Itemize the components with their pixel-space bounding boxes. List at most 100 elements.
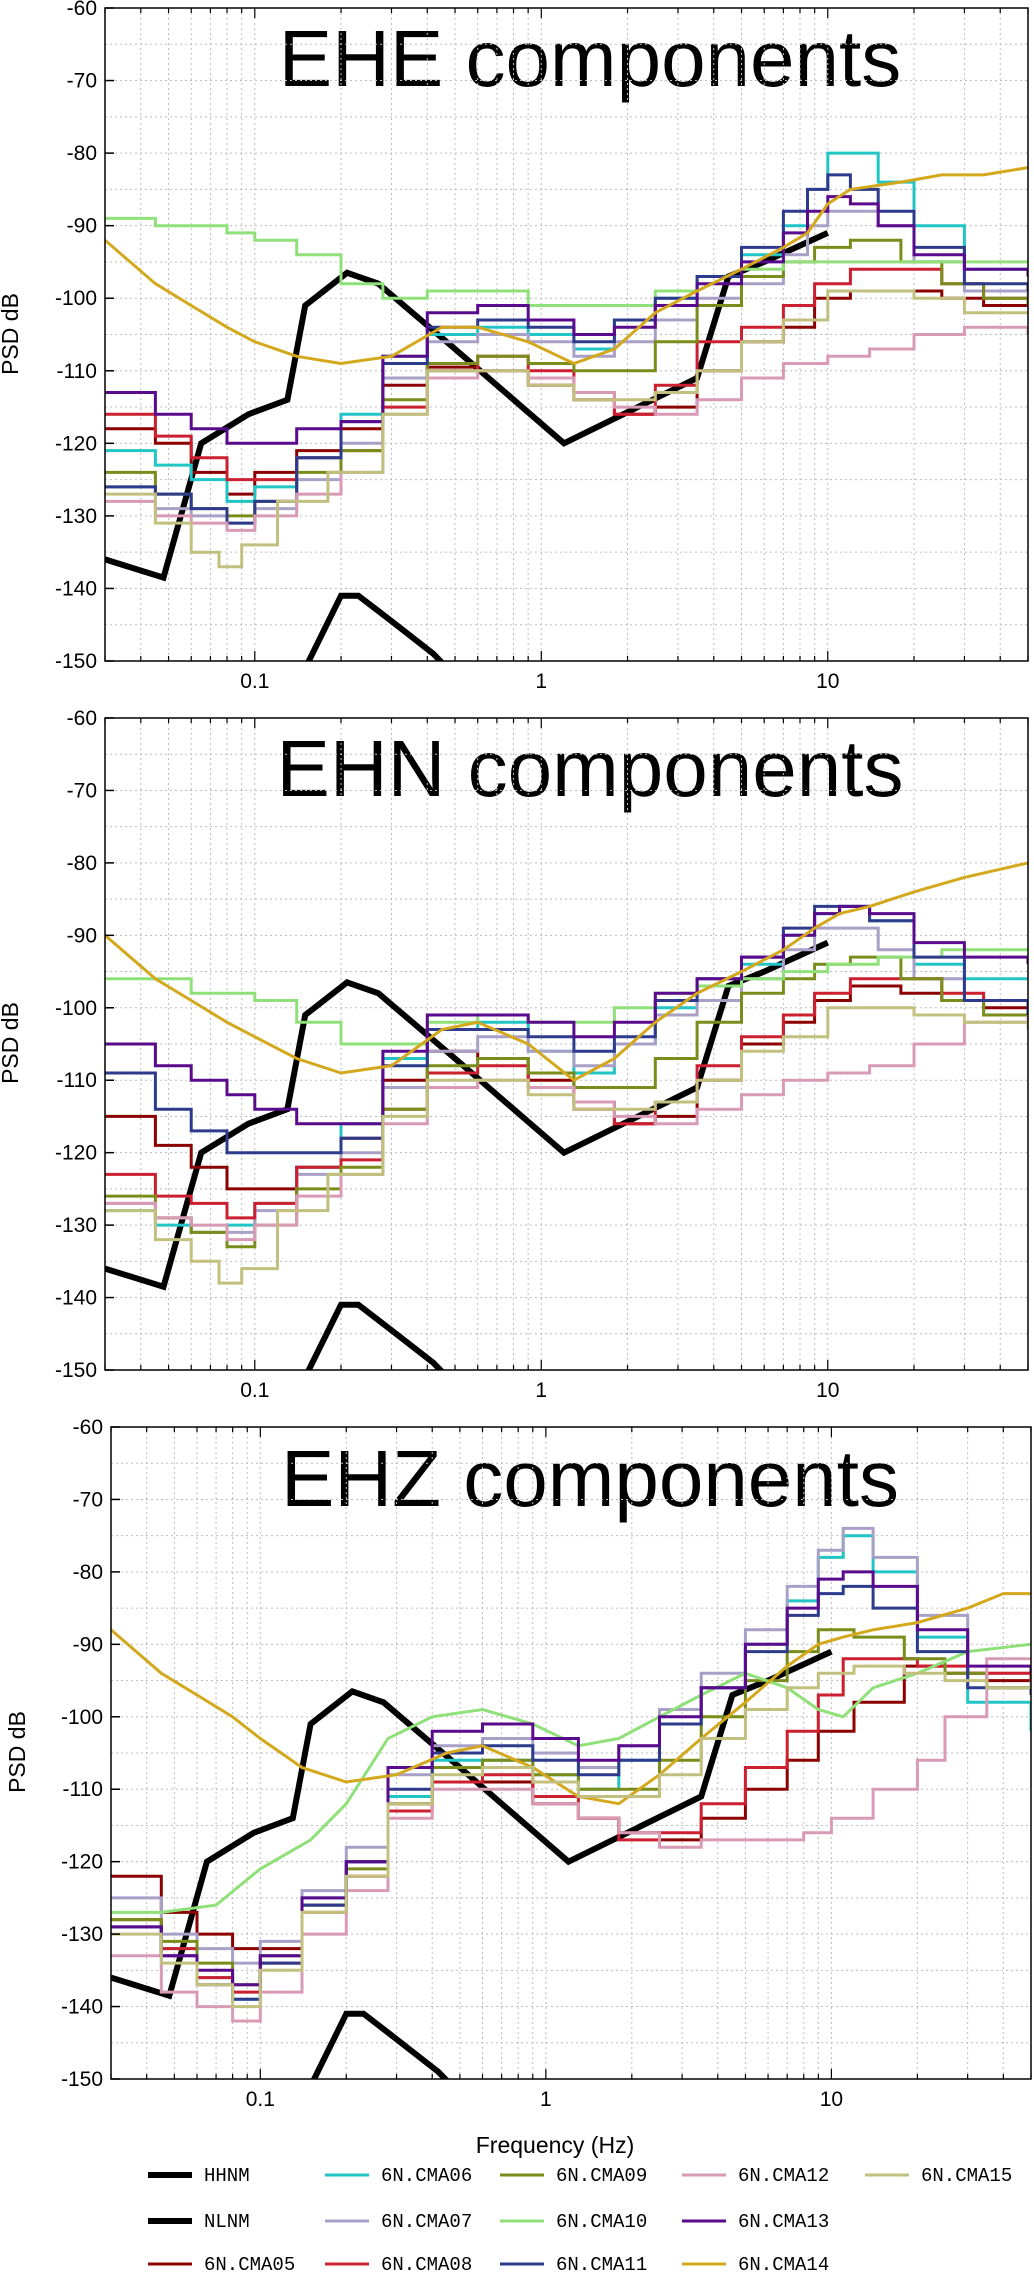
x-tick-label: 1 <box>540 2088 552 2111</box>
legend-label: 6N.CMA07 <box>381 2211 472 2233</box>
series-line-6n-cma12 <box>111 1657 1031 2023</box>
series-line-6n-cma07 <box>105 209 1028 525</box>
series-line-6n-cma08 <box>105 977 1028 1220</box>
panel-ehn: EHN components PSD dB -60 -70 -80 -90 -100 -1… <box>0 707 1029 1402</box>
series-line-6n-cma15 <box>105 289 1028 569</box>
y-tick-label: -150 <box>61 2068 103 2091</box>
y-tick-label: -130 <box>61 1923 103 1946</box>
series-line-hhnm <box>105 939 830 1291</box>
y-tick-label: -130 <box>55 505 97 528</box>
series-line-6n-cma14 <box>105 861 1028 1082</box>
x-tick-label: 0.1 <box>246 2088 275 2111</box>
x-tick-label: 10 <box>816 1379 839 1402</box>
series-line-6n-cma06 <box>105 904 1028 1234</box>
y-tick-label: -100 <box>55 287 97 310</box>
y-tick-label: -140 <box>55 577 97 600</box>
y-axis-label: PSD dB <box>4 1711 30 1793</box>
legend-label: 6N.CMA06 <box>381 2165 472 2187</box>
y-tick-label: -110 <box>57 1069 97 1092</box>
series-line-hhnm <box>111 1648 833 2000</box>
legend-label: 6N.CMA08 <box>381 2254 472 2274</box>
y-tick-label: -90 <box>67 924 97 947</box>
y-tick-label: -70 <box>67 70 97 93</box>
series-line-6n-cma13 <box>111 1570 1031 1987</box>
series-line-6n-cma06 <box>111 1534 1031 2001</box>
y-tick-label: -60 <box>67 707 97 730</box>
series-line-6n-cma06 <box>105 151 1028 503</box>
y-tick-label: -120 <box>55 1142 97 1165</box>
series-line-hhnm <box>105 230 830 582</box>
legend-label: 6N.CMA12 <box>738 2165 829 2187</box>
y-tick-label: -140 <box>55 1287 97 1310</box>
series-line-6n-cma15 <box>105 1006 1028 1285</box>
legend-label: 6N.CMA09 <box>556 2165 647 2187</box>
x-tick-label: 10 <box>820 2088 843 2111</box>
y-tick-label: -130 <box>55 1214 97 1237</box>
series-line-nlnm <box>305 592 445 661</box>
x-tick-label: 0.1 <box>240 1379 269 1402</box>
x-tick-label: 10 <box>816 670 839 693</box>
y-tick-label: -120 <box>61 1851 103 1874</box>
y-tick-label: -80 <box>67 852 97 875</box>
y-tick-label: -90 <box>73 1633 103 1656</box>
legend-label: 6N.CMA14 <box>738 2254 829 2274</box>
legend-label: 6N.CMA11 <box>556 2254 647 2274</box>
y-tick-label: -100 <box>61 1706 103 1729</box>
y-tick-label: -60 <box>67 0 97 20</box>
x-minor-ticks <box>110 1427 1032 2079</box>
series-line-6n-cma09 <box>111 1628 1031 1987</box>
plot-frame <box>104 717 1029 1371</box>
panel-ehe: EHE components PSD dB -60 -70 -80 -90 -100 -1… <box>0 0 1029 693</box>
y-axis-label: PSD dB <box>0 1002 23 1084</box>
series-group <box>111 1526 1031 2079</box>
x-tick-label: 1 <box>535 670 547 693</box>
legend-label: 6N.CMA10 <box>556 2211 647 2233</box>
legend-label: 6N.CMA05 <box>204 2254 295 2274</box>
y-tick-label: -140 <box>61 1996 103 2019</box>
series-group <box>105 861 1028 1370</box>
series-line-6n-cma15 <box>111 1664 1031 2009</box>
series-line-6n-cma09 <box>105 955 1028 1249</box>
y-tick-label: -150 <box>55 650 97 673</box>
series-line-6n-cma12 <box>105 1015 1028 1242</box>
legend: HHNM 6N.CMA06 6N.CMA09 6N.CMA12 6N.CMA15 NLNM… <box>148 2165 1012 2274</box>
y-tick-label: -100 <box>55 997 97 1020</box>
x-tick-label: 1 <box>535 1379 547 1402</box>
series-line-6n-cma08 <box>105 267 1028 482</box>
legend-label: 6N.CMA13 <box>738 2211 829 2233</box>
series-line-nlnm <box>310 2010 450 2079</box>
plot-frame <box>104 7 1029 662</box>
y-tick-label: -150 <box>55 1359 97 1382</box>
series-line-6n-cma10 <box>105 216 1028 307</box>
y-tick-label: -70 <box>73 1488 103 1511</box>
y-tick-label: -60 <box>73 1416 103 1439</box>
series-line-6n-cma13 <box>105 904 1028 1126</box>
series-line-6n-cma10 <box>111 1642 1031 1914</box>
x-minor-ticks <box>104 718 1029 1370</box>
y-tick-label: -80 <box>67 142 97 165</box>
y-tick-label: -90 <box>67 215 97 238</box>
legend-label: HHNM <box>204 2165 250 2187</box>
series-group <box>105 151 1028 661</box>
series-line-nlnm <box>305 1301 445 1370</box>
x-minor-ticks <box>104 8 1029 661</box>
y-tick-label: -110 <box>63 1778 103 1801</box>
y-axis-label: PSD dB <box>0 293 23 375</box>
panel-ehz: EHZ components PSD dB Frequency (Hz) -60… <box>4 1416 1032 2158</box>
panel-title: EHE components <box>279 14 902 103</box>
y-tick-label: -110 <box>57 360 97 383</box>
legend-label: NLNM <box>204 2211 250 2233</box>
y-tick-label: -80 <box>73 1561 103 1584</box>
y-tick-label: -120 <box>55 432 97 455</box>
grid <box>104 718 1029 1370</box>
series-line-6n-cma12 <box>105 325 1028 532</box>
legend-label: 6N.CMA15 <box>921 2165 1012 2187</box>
series-line-6n-cma13 <box>105 195 1028 445</box>
panel-title: EHN components <box>277 724 904 813</box>
series-line-6n-cma14 <box>105 166 1028 366</box>
panel-title: EHZ components <box>281 1434 899 1523</box>
x-axis-label: Frequency (Hz) <box>476 2132 634 2158</box>
y-tick-label: -70 <box>67 779 97 802</box>
x-tick-label: 0.1 <box>240 670 269 693</box>
